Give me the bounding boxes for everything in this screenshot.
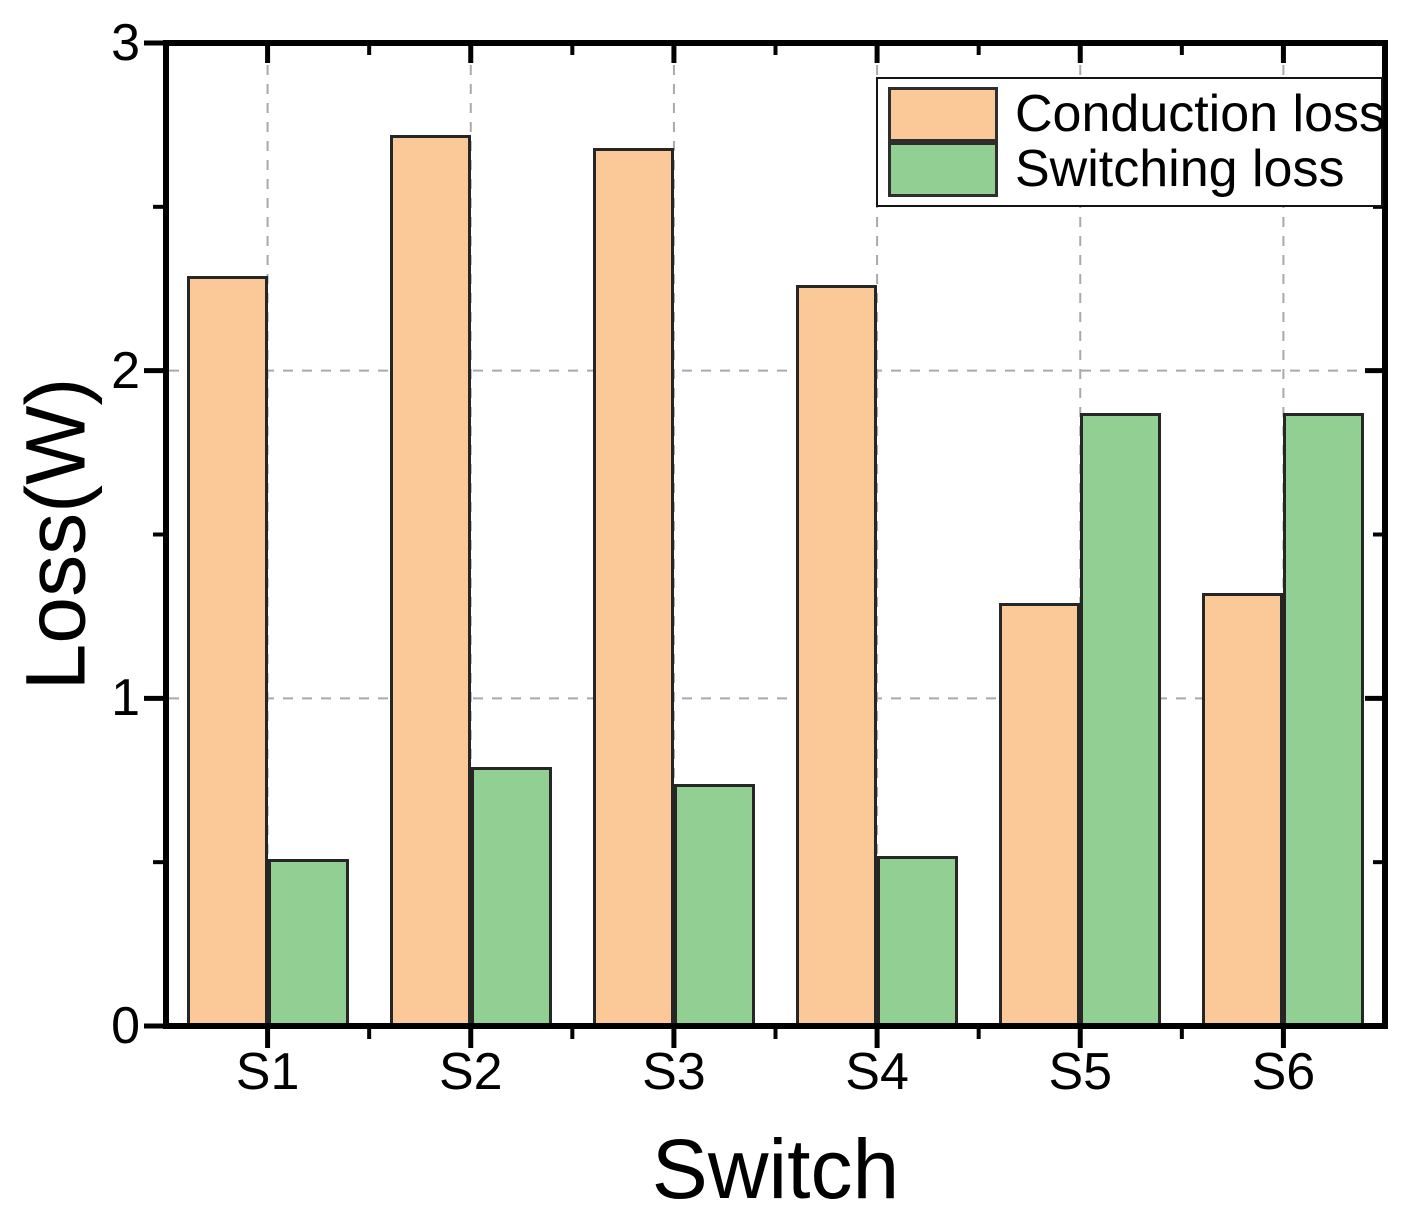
y-tick-label-0: 0 (111, 997, 140, 1055)
legend-item-switching-loss: Switching loss (888, 142, 1375, 197)
bar-S1-conduction-loss (186, 275, 268, 1026)
bar-S5-switching-loss (1080, 413, 1162, 1026)
y-tick-label-3: 3 (111, 14, 140, 72)
x-tick-label-S6: S6 (1251, 1043, 1316, 1101)
x-tick-label-S5: S5 (1048, 1043, 1113, 1101)
y-tick-label-2: 2 (111, 341, 140, 400)
bar-S3-conduction-loss (592, 147, 674, 1026)
bar-S2-conduction-loss (389, 134, 471, 1026)
x-tick-label-S3: S3 (642, 1043, 706, 1101)
bar-S4-switching-loss (877, 855, 959, 1026)
legend-item-conduction-loss: Conduction loss (888, 87, 1385, 142)
x-axis-title: Switch (651, 1122, 900, 1216)
legend-swatch-switching-loss (888, 142, 998, 197)
y-axis-title: Loss(W) (8, 377, 103, 691)
legend-label-conduction-loss: Conduction loss (1015, 85, 1385, 143)
x-tick-label-S1: S1 (235, 1043, 300, 1101)
bar-S2-switching-loss (470, 767, 552, 1026)
bar-S6-switching-loss (1283, 413, 1365, 1026)
bar-S3-switching-loss (673, 783, 755, 1026)
y-tick-label-1: 1 (111, 669, 140, 728)
x-tick-label-S4: S4 (845, 1043, 909, 1101)
legend: Conduction loss Switching loss (876, 77, 1385, 207)
legend-swatch-conduction-loss (888, 87, 998, 142)
legend-label-switching-loss: Switching loss (1015, 140, 1345, 198)
x-tick-label-S2: S2 (438, 1043, 503, 1101)
bar-S6-conduction-loss (1202, 593, 1284, 1026)
